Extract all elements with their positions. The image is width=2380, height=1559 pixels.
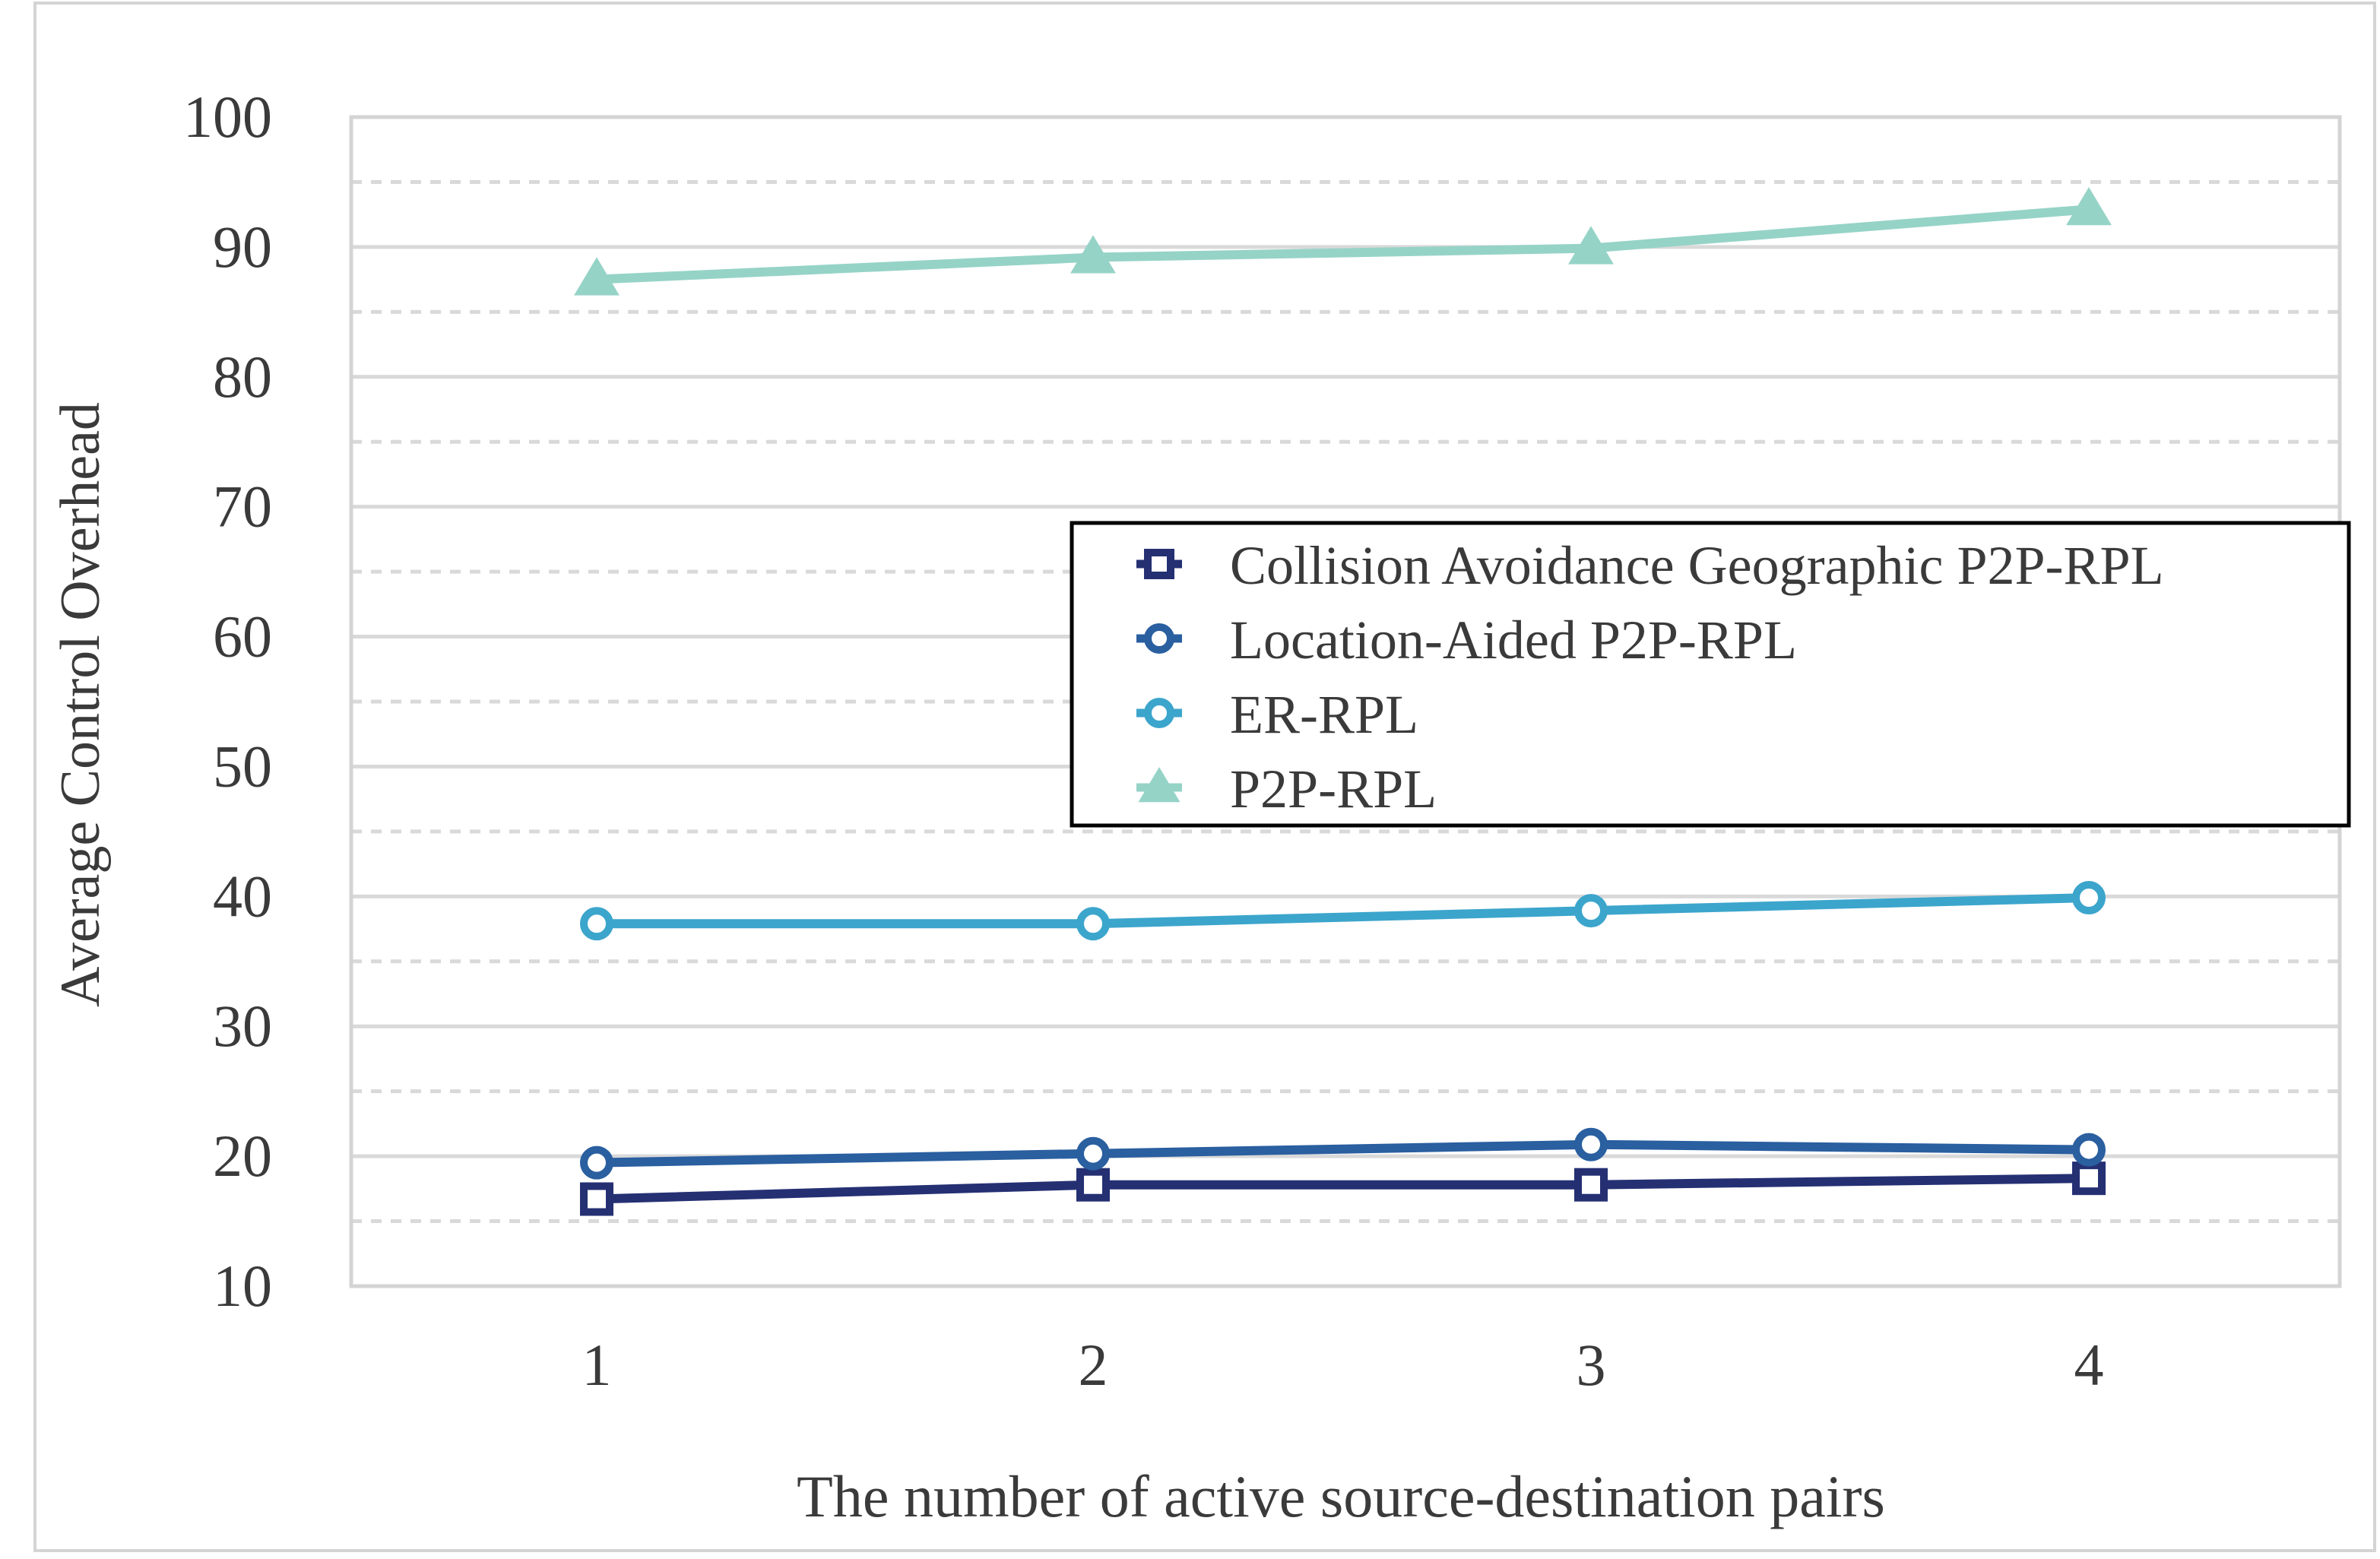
legend-entry: Location-Aided P2P-RPL — [1136, 610, 1797, 670]
data-point — [1076, 1136, 1110, 1171]
data-point — [1574, 1168, 1608, 1202]
data-point — [1076, 1168, 1110, 1202]
y-tick-label: 80 — [213, 344, 272, 410]
y-tick-labels: 10 20 30 40 50 60 70 80 90 100 — [183, 84, 272, 1319]
series-group — [574, 187, 2112, 1216]
y-tick-label: 90 — [213, 214, 272, 280]
data-point — [2072, 1133, 2106, 1167]
legend-marker — [1138, 767, 1180, 803]
x-tick-label: 4 — [2074, 1332, 2104, 1398]
x-tick-label: 1 — [582, 1332, 612, 1398]
data-point — [2066, 187, 2112, 226]
legend-marker — [1144, 698, 1174, 728]
legend-entry: ER-RPL — [1136, 684, 1418, 745]
y-axis-label: Average Control Overhead — [49, 402, 112, 1007]
data-point — [1574, 894, 1608, 928]
legend-label: Location-Aided P2P-RPL — [1230, 610, 1797, 670]
x-tick-label: 3 — [1577, 1332, 1606, 1398]
series-collision-avoidance-geographic-p2p-rpl — [580, 1161, 2106, 1216]
series-line — [596, 1174, 2090, 1204]
y-tick-label: 30 — [213, 993, 272, 1059]
y-tick-label: 100 — [183, 84, 272, 150]
data-point — [574, 257, 620, 296]
data-point — [580, 907, 613, 941]
series-location-aided-p2p-rpl — [580, 1127, 2106, 1180]
data-point — [1574, 1127, 1608, 1161]
data-point — [1070, 235, 1116, 274]
legend: Collision Avoidance Geographic P2P-RPL Lo… — [1070, 521, 2351, 828]
data-point — [2072, 881, 2106, 915]
y-tick-label: 40 — [213, 863, 272, 929]
x-tick-labels: 1 2 3 4 — [582, 1332, 2104, 1398]
legend-entry: P2P-RPL — [1136, 759, 1437, 819]
series-er-rpl — [580, 881, 2106, 941]
legend-entry: Collision Avoidance Geographic P2P-RPL — [1136, 535, 2164, 596]
x-tick-label: 2 — [1079, 1332, 1108, 1398]
legend-marker — [1144, 623, 1174, 654]
series-line — [596, 1139, 2090, 1168]
y-tick-label: 20 — [213, 1123, 272, 1189]
y-tick-label: 60 — [213, 604, 272, 670]
series-line — [596, 204, 2090, 284]
series-p2p-rpl — [574, 187, 2112, 296]
y-tick-label: 70 — [213, 474, 272, 540]
data-point — [580, 1145, 613, 1180]
data-point — [1568, 226, 1614, 265]
y-tick-label: 50 — [213, 733, 272, 799]
legend-marker — [1144, 549, 1174, 579]
legend-label: P2P-RPL — [1230, 759, 1437, 819]
data-point — [2072, 1161, 2106, 1196]
legend-label: Collision Avoidance Geographic P2P-RPL — [1230, 535, 2164, 596]
data-point — [1076, 907, 1110, 941]
legend-label: ER-RPL — [1230, 684, 1418, 745]
legend-entries: Collision Avoidance Geographic P2P-RPL Lo… — [1136, 535, 2164, 819]
x-axis-label: The number of active source-destination … — [797, 1463, 1885, 1529]
series-line — [597, 893, 2090, 929]
y-tick-label: 10 — [213, 1253, 272, 1319]
data-point — [580, 1182, 613, 1216]
legend-box — [1070, 521, 2351, 828]
